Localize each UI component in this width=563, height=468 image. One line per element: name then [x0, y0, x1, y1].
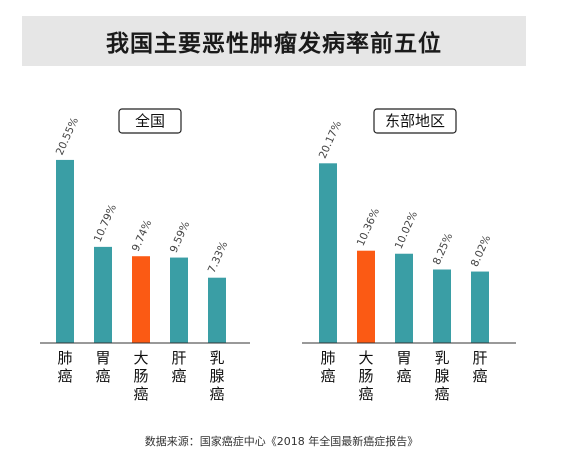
bar-chart-2: 东部地区 20.17% 肺癌 10.36% 大肠癌 10.02% 胃癌 8.25% 乳腺癌 8.0… [302, 108, 516, 403]
category-label: 肝癌 [472, 349, 487, 385]
category-label: 肝癌 [171, 349, 186, 385]
bar [132, 256, 150, 343]
bar [319, 163, 337, 343]
region-title-box [373, 108, 457, 134]
value-label: 8.02% [469, 233, 494, 268]
value-label: 7.33% [206, 240, 231, 275]
value-label: 10.79% [92, 203, 119, 244]
bar [170, 257, 188, 343]
bar [357, 250, 375, 343]
bar [395, 253, 413, 343]
category-label: 大肠癌 [358, 349, 373, 403]
region-title: 东部地区 [385, 112, 445, 130]
title-banner: 我国主要恶性肿瘤发病率前五位 [22, 16, 526, 66]
category-label: 胃癌 [95, 349, 110, 385]
bar [433, 269, 451, 343]
value-label: 10.36% [355, 206, 382, 247]
value-label: 8.25% [431, 231, 456, 266]
bar [471, 271, 489, 343]
value-label: 20.55% [54, 116, 81, 157]
value-label: 20.17% [317, 119, 344, 160]
bar [94, 246, 112, 343]
category-label: 乳腺癌 [209, 349, 224, 403]
value-label: 9.74% [130, 218, 155, 253]
bar-chart-1: 全国 20.55% 肺癌 10.79% 胃癌 9.74% 大肠癌 9.59% 肝癌 7.33% 乳腺… [40, 108, 250, 403]
bar [56, 159, 74, 343]
page-title: 我国主要恶性肿瘤发病率前五位 [106, 31, 442, 57]
source-note: 数据来源：国家癌症中心《2018 年全国最新癌症报告》 [144, 435, 419, 448]
bar [208, 277, 226, 343]
region-title-box [118, 108, 182, 134]
category-label: 胃癌 [396, 349, 411, 385]
region-title: 全国 [135, 112, 165, 130]
category-label: 乳腺癌 [434, 349, 449, 403]
category-label: 肺癌 [320, 349, 335, 385]
value-label: 9.59% [168, 219, 193, 254]
value-label: 10.02% [393, 209, 420, 250]
category-label: 大肠癌 [133, 349, 148, 403]
category-label: 肺癌 [57, 349, 72, 385]
